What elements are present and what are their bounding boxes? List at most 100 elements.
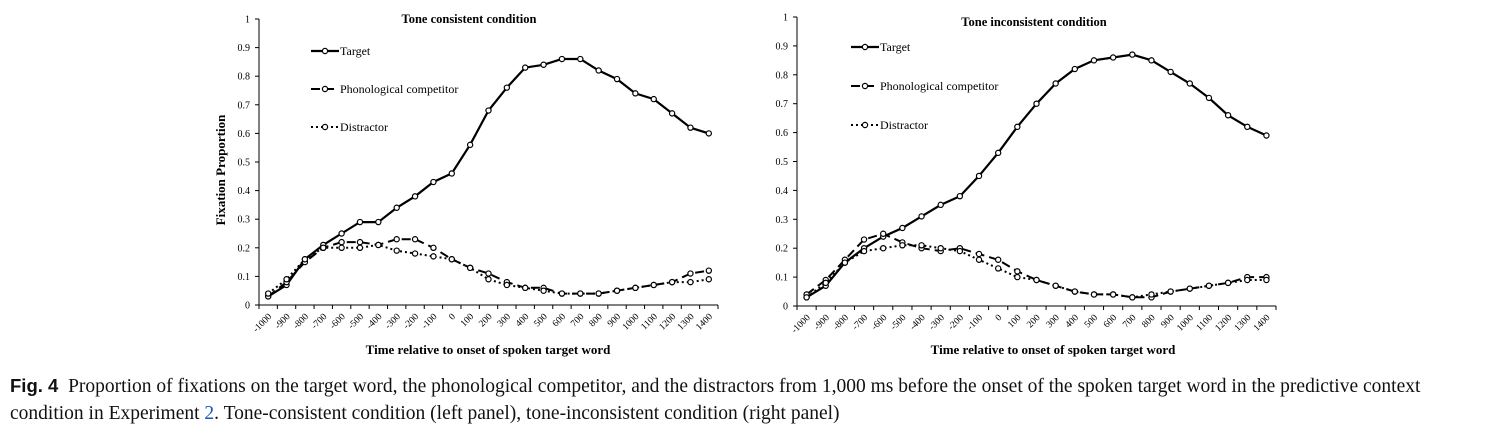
y-tick-label: 1 bbox=[245, 15, 250, 26]
y-tick-label: 0.7 bbox=[776, 99, 789, 110]
data-point-distractor bbox=[668, 278, 676, 286]
x-tick-label: 500 bbox=[533, 312, 550, 329]
data-point-target bbox=[1071, 65, 1079, 73]
data-point-distractor bbox=[1109, 291, 1117, 298]
x-tick-label: 400 bbox=[1064, 313, 1081, 330]
data-point-target bbox=[595, 67, 602, 74]
x-tick-label: 500 bbox=[1083, 313, 1100, 330]
data-point-distractor bbox=[338, 244, 345, 251]
x-tick-labels: -1000-900-800-700-600-500-400-300-200-10… bbox=[790, 306, 1277, 336]
data-point-distractor bbox=[1148, 291, 1155, 298]
data-point-distractor bbox=[283, 276, 290, 283]
legend-label: Phonological competitor bbox=[340, 82, 458, 96]
legend-label: Phonological competitor bbox=[880, 79, 998, 93]
x-tick-label: 900 bbox=[1160, 313, 1177, 330]
x-tick-label: 300 bbox=[1045, 313, 1062, 330]
x-tick-label: 0 bbox=[994, 313, 1005, 324]
data-point-target bbox=[540, 61, 547, 68]
data-point-distractor bbox=[860, 247, 868, 255]
data-point-target bbox=[1224, 112, 1232, 119]
series-lines bbox=[264, 55, 713, 300]
x-tick-labels: -1000-900-800-700-600-500-400-300-200-10… bbox=[252, 305, 719, 335]
series-lines bbox=[803, 51, 1270, 301]
y-tick-label: 0.2 bbox=[776, 244, 789, 255]
series-line-target bbox=[267, 57, 710, 298]
data-point-distractor bbox=[558, 290, 566, 297]
data-point-target bbox=[1052, 80, 1059, 87]
data-point-distractor bbox=[1033, 276, 1040, 284]
chart-panel-tone-consistent: Tone consistent condition Fixation Propo… bbox=[213, 12, 719, 357]
data-point-target bbox=[956, 192, 964, 200]
x-tick-label: 1000 bbox=[621, 312, 642, 333]
data-point-distractor bbox=[650, 281, 657, 289]
x-tick-label: -800 bbox=[832, 313, 852, 333]
data-point-phonological-competitor bbox=[485, 270, 492, 277]
experiment-link[interactable]: 2 bbox=[204, 403, 215, 424]
x-tick-label: 600 bbox=[551, 312, 568, 329]
x-tick-label: 700 bbox=[1121, 313, 1138, 330]
data-point-distractor bbox=[1052, 282, 1059, 289]
series-line-target bbox=[806, 53, 1267, 299]
data-point-phonological-competitor bbox=[687, 270, 694, 277]
legend-label: Distractor bbox=[340, 120, 388, 134]
data-point-distractor bbox=[1244, 276, 1251, 284]
data-point-target bbox=[899, 224, 906, 232]
x-tick-label: -800 bbox=[292, 312, 312, 332]
data-point-distractor bbox=[1167, 288, 1174, 295]
x-tick-label: 1400 bbox=[1252, 313, 1273, 334]
data-point-distractor bbox=[1071, 288, 1079, 295]
x-tick-label: -1000 bbox=[252, 312, 275, 335]
y-tick-label: 0.1 bbox=[238, 272, 251, 283]
data-point-distractor bbox=[1090, 291, 1098, 298]
data-point-target bbox=[1148, 57, 1155, 64]
x-tick-label: -900 bbox=[273, 312, 293, 332]
x-tick-label: -400 bbox=[908, 313, 928, 333]
legend-marker bbox=[861, 82, 869, 90]
x-tick-label: 400 bbox=[514, 312, 531, 329]
legend-marker bbox=[321, 123, 329, 131]
data-point-target bbox=[522, 64, 529, 71]
x-tick-label: 800 bbox=[1140, 313, 1157, 330]
x-tick-label: 300 bbox=[496, 312, 513, 329]
data-point-distractor bbox=[994, 265, 1002, 272]
chart-panel-tone-inconsistent: Tone inconsistent condition Time relativ… bbox=[776, 13, 1277, 357]
data-point-distractor bbox=[899, 242, 906, 249]
data-point-target bbox=[393, 204, 400, 211]
y-tick-label: 0.8 bbox=[238, 72, 251, 83]
x-tick-label: 1100 bbox=[1195, 313, 1215, 333]
x-tick-label: -700 bbox=[310, 312, 330, 332]
y-tick-labels: 0 0.1 0.2 0.3 0.4 0.5 0.6 0.7 0.8 0.9 1 bbox=[238, 15, 259, 312]
data-point-phonological-competitor bbox=[880, 230, 887, 237]
data-point-phonological-competitor bbox=[1014, 268, 1021, 275]
data-point-distractor bbox=[705, 276, 713, 283]
series-line-phonological-competitor bbox=[267, 238, 709, 298]
data-point-target bbox=[994, 149, 1002, 157]
data-point-distractor bbox=[577, 290, 584, 297]
data-point-distractor bbox=[687, 278, 694, 286]
data-point-distractor bbox=[430, 253, 437, 260]
chart-title: Tone inconsistent condition bbox=[961, 15, 1106, 29]
x-tick-label: -700 bbox=[851, 313, 871, 333]
x-tick-label: 200 bbox=[1025, 313, 1042, 330]
figure-label: Fig. 4 bbox=[10, 375, 59, 396]
axes bbox=[258, 19, 718, 306]
data-point-distractor bbox=[1263, 276, 1270, 284]
y-tick-label: 1 bbox=[783, 13, 788, 24]
data-point-distractor bbox=[803, 294, 810, 301]
x-tick-label: -600 bbox=[870, 313, 890, 333]
data-point-target bbox=[1109, 54, 1117, 61]
y-tick-label: 0.1 bbox=[776, 273, 789, 284]
data-point-distractor bbox=[356, 244, 364, 251]
data-point-distractor bbox=[393, 247, 400, 254]
data-point-target bbox=[411, 193, 419, 200]
data-point-target bbox=[1205, 94, 1213, 102]
y-tick-label: 0.5 bbox=[776, 157, 789, 168]
figure-panels: Tone consistent condition Fixation Propo… bbox=[213, 12, 1277, 357]
data-point-distractor bbox=[937, 244, 944, 252]
x-tick-label: -500 bbox=[889, 313, 909, 333]
data-point-phonological-competitor bbox=[994, 256, 1002, 263]
y-tick-label: 0 bbox=[783, 302, 788, 313]
data-point-phonological-competitor bbox=[411, 236, 419, 243]
y-tick-labels: 0 0.1 0.2 0.3 0.4 0.5 0.6 0.7 0.8 0.9 1 bbox=[776, 13, 797, 313]
data-point-target bbox=[503, 84, 511, 91]
